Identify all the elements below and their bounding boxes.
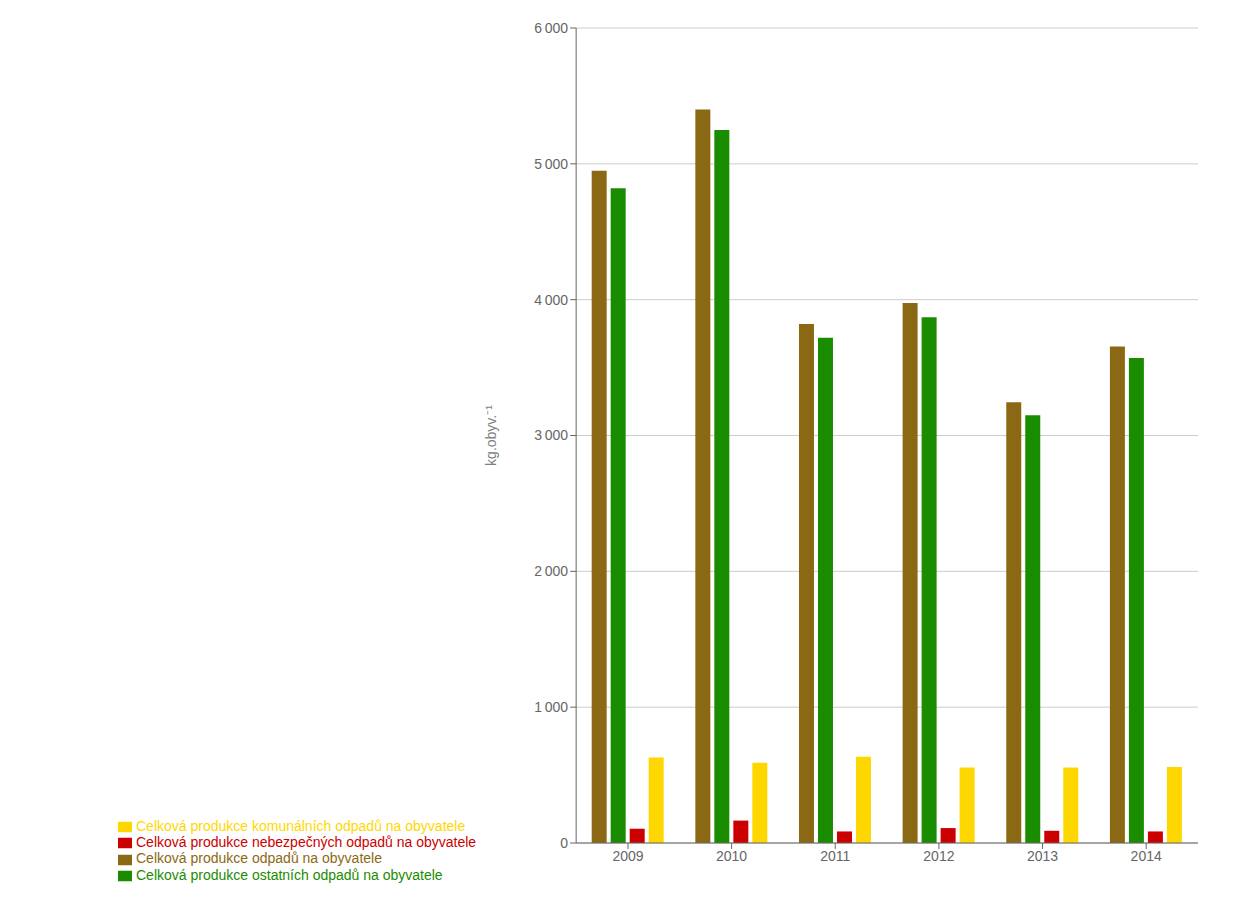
svg-text:3 000: 3 000 (534, 427, 568, 443)
svg-text:4 000: 4 000 (534, 292, 568, 308)
svg-text:6 000: 6 000 (534, 20, 568, 36)
html-text:Celková produkce nebezpečných: Celková produkce nebezpečných odpadů na … (136, 834, 477, 851)
svg-text:2013: 2013 (1027, 848, 1058, 864)
svg-text:2011: 2011 (820, 848, 850, 864)
svg-text:kg.obyv.⁻¹: kg.obyv.⁻¹ (483, 405, 499, 466)
html-text:Celková produkce odpadů na oby: Celková produkce odpadů na obyvatele (136, 850, 382, 867)
svg-text:2 000: 2 000 (534, 563, 568, 579)
svg-text:2012: 2012 (923, 848, 954, 864)
svg-text:2010: 2010 (716, 848, 747, 864)
html-text:Celková produkce ostatních odp: Celková produkce ostatních odpadů na oby… (136, 866, 443, 883)
svg-text:5 000: 5 000 (534, 156, 568, 172)
svg-text:1 000: 1 000 (534, 699, 568, 715)
svg-text:2009: 2009 (612, 848, 643, 864)
svg-text:2014: 2014 (1131, 848, 1162, 864)
html-text:Celková produkce komunálních o: Celková produkce komunálních odpadů na o… (136, 817, 466, 834)
svg-text:0: 0 (560, 835, 568, 851)
